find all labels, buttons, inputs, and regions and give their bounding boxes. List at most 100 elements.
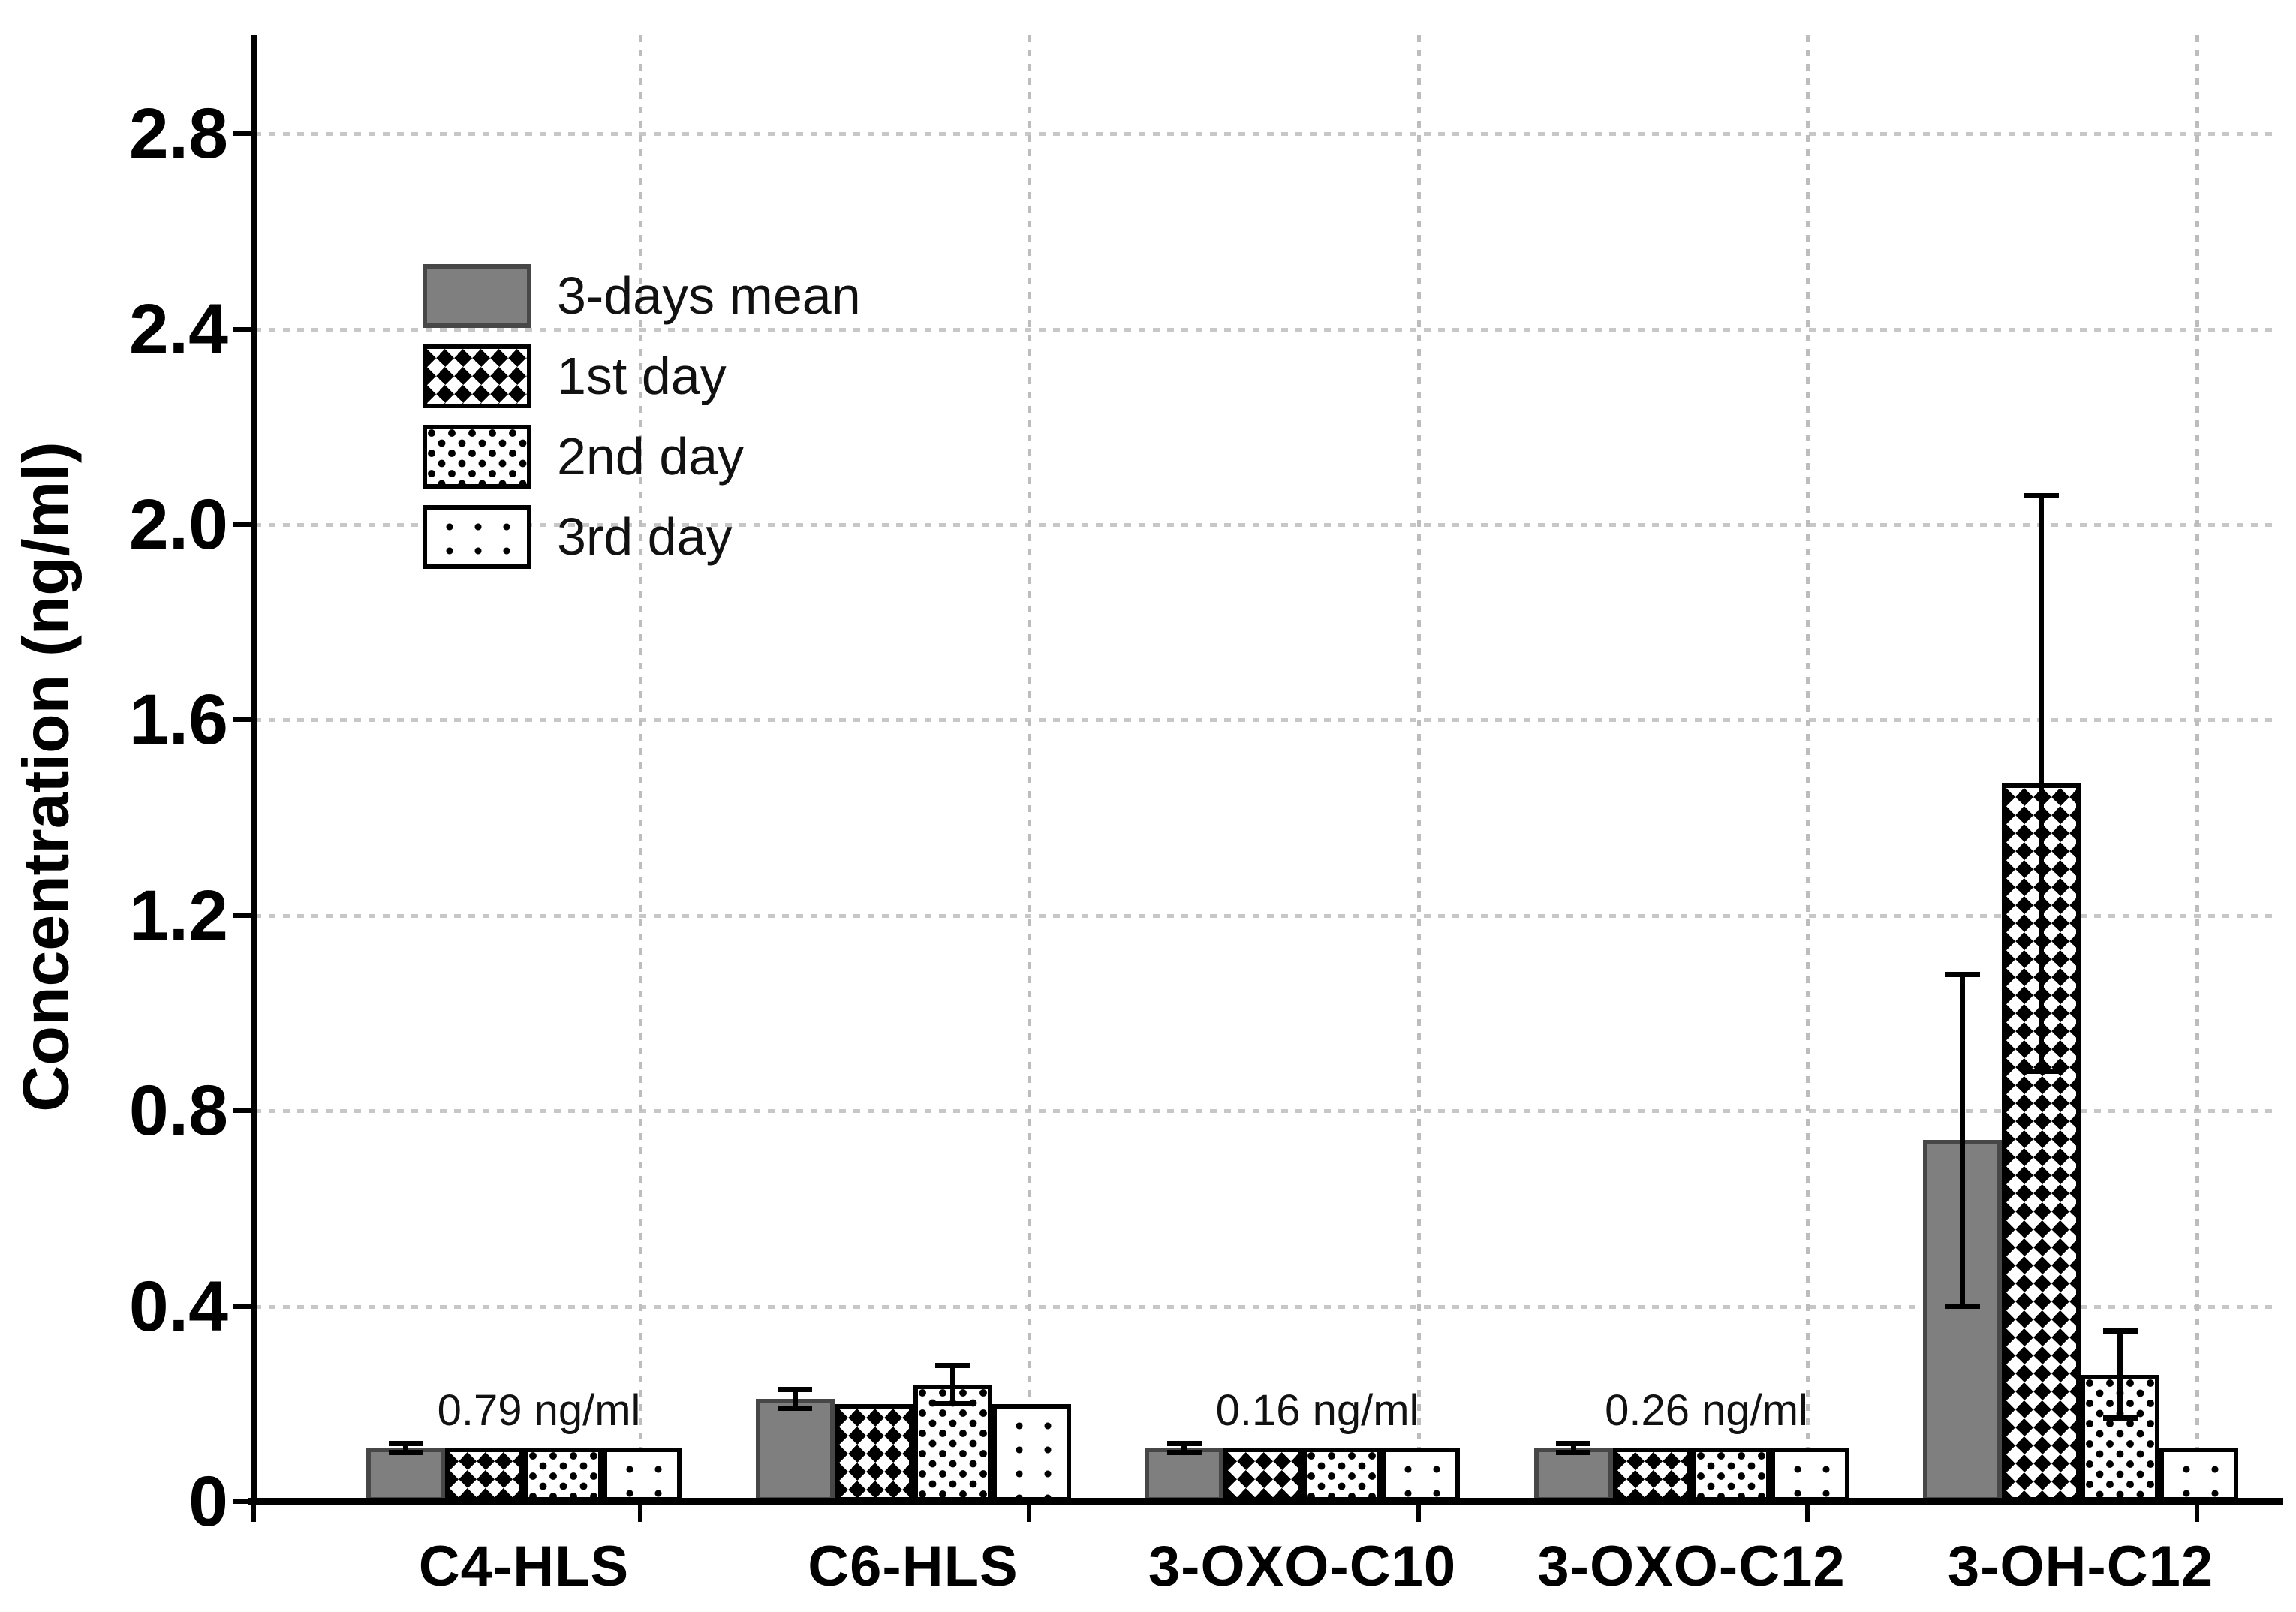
gridline-horizontal [254, 132, 2272, 137]
error-bar-line [1570, 1442, 1576, 1453]
error-bar-cap-top [1556, 1440, 1590, 1446]
legend: 3-days mean 1st day 2nd day 3rd day [423, 264, 861, 585]
x-axis-tick [1027, 1505, 1031, 1522]
gridline-horizontal [254, 327, 2272, 332]
legend-label: 2nd day [557, 427, 745, 486]
gridline-horizontal [254, 1304, 2272, 1309]
y-axis-spine [251, 35, 257, 1505]
y-axis-tick-label: 2.8 [128, 94, 228, 174]
bar-1st-day-C4-HLS [445, 1448, 524, 1502]
legend-item: 2nd day [423, 425, 861, 489]
error-bar-cap-top [388, 1440, 423, 1446]
y-axis-tick [233, 1499, 251, 1504]
x-axis-tick [251, 1505, 256, 1522]
legend-swatch-dense-dots [423, 425, 531, 489]
bar-1st-day-C6-HLS [834, 1403, 913, 1502]
error-bar-cap-bottom [2024, 1069, 2059, 1075]
error-bar-cap-top [935, 1362, 970, 1368]
bar-1st-day-3-OH-C12 [2002, 783, 2081, 1502]
bar-3-days-mean-3-OXO-C12 [1533, 1448, 1613, 1502]
error-bar-line [1181, 1442, 1187, 1453]
bar-3rd-day-C4-HLS [603, 1448, 682, 1502]
bar-2nd-day-C4-HLS [524, 1448, 603, 1502]
gridline-horizontal [254, 1109, 2272, 1114]
bar-2nd-day-3-OXO-C12 [1691, 1448, 1771, 1502]
y-axis-tick-label: 0 [188, 1462, 228, 1541]
error-bar-cap-bottom [778, 1406, 812, 1412]
x-axis-category-label: 3-OXO-C10 [1148, 1535, 1457, 1598]
error-bar-line [1960, 973, 1965, 1307]
error-bar-line [792, 1389, 798, 1409]
error-bar-cap-top [1945, 971, 1980, 977]
gridline-vertical [638, 35, 642, 1498]
bar-annotation: 0.79 ng/ml [437, 1386, 641, 1435]
error-bar-cap-top [778, 1387, 812, 1393]
bar-1st-day-3-OXO-C12 [1612, 1448, 1692, 1502]
y-axis-tick-label: 0.8 [128, 1071, 228, 1151]
error-bar-line [2039, 495, 2044, 1072]
bar-3rd-day-C6-HLS [992, 1403, 1071, 1502]
legend-label: 3rd day [557, 507, 733, 566]
gridline-vertical [1416, 35, 1421, 1498]
y-axis-tick [233, 913, 251, 918]
gridline-vertical [2195, 35, 2199, 1498]
x-axis-tick [2194, 1505, 2199, 1522]
legend-swatch-sparse-dots [423, 505, 531, 569]
y-axis-tick-label: 2.0 [128, 485, 228, 564]
x-axis-tick [637, 1505, 642, 1522]
y-axis-tick [233, 522, 251, 527]
y-axis-tick [233, 1304, 251, 1309]
error-bar-cap-bottom [1556, 1449, 1590, 1455]
gridline-horizontal [254, 523, 2272, 527]
y-axis-tick [233, 326, 251, 332]
bar-3-days-mean-3-OXO-C10 [1145, 1448, 1223, 1502]
y-axis-tick-label: 2.4 [128, 289, 228, 369]
bar-3-days-mean-C4-HLS [366, 1448, 445, 1502]
error-bar-cap-bottom [1945, 1303, 1980, 1309]
error-bar-cap-top [2102, 1328, 2138, 1334]
gridline-vertical [1806, 35, 1810, 1498]
x-axis-category-label: 3-OXO-C12 [1537, 1535, 1846, 1598]
y-axis-tick [233, 1108, 251, 1114]
bar-3-days-mean-C6-HLS [755, 1399, 835, 1502]
bar-2nd-day-3-OXO-C10 [1302, 1448, 1381, 1502]
error-bar-line [2117, 1331, 2123, 1419]
legend-label: 3-days mean [557, 266, 861, 325]
x-axis-category-label: 3-OH-C12 [1947, 1535, 2214, 1598]
y-axis-tick [233, 131, 251, 137]
bar-annotation: 0.26 ng/ml [1605, 1386, 1808, 1435]
gridline-vertical [1028, 35, 1031, 1498]
bar-2nd-day-3-OH-C12 [2081, 1374, 2159, 1502]
legend-label: 1st day [557, 347, 727, 405]
bar-3rd-day-3-OXO-C12 [1770, 1448, 1849, 1502]
gridline-horizontal [254, 718, 2272, 723]
y-axis-tick-label: 0.4 [128, 1266, 228, 1346]
error-bar-cap-bottom [935, 1400, 970, 1406]
x-axis-line [248, 1498, 2283, 1505]
bar-3rd-day-3-OH-C12 [2159, 1448, 2238, 1502]
error-bar-cap-bottom [388, 1449, 423, 1455]
error-bar-line [949, 1364, 955, 1404]
error-bar-cap-top [1166, 1440, 1202, 1446]
bar-3rd-day-3-OXO-C10 [1381, 1448, 1460, 1502]
x-axis-tick [1805, 1505, 1810, 1522]
legend-item: 3rd day [423, 505, 861, 569]
bar-1st-day-3-OXO-C10 [1223, 1448, 1302, 1502]
legend-item: 3-days mean [423, 264, 861, 328]
error-bar-cap-bottom [1166, 1449, 1202, 1455]
y-axis-tick [233, 717, 251, 723]
x-axis-tick [1416, 1505, 1421, 1522]
legend-swatch-diamond-checkerboard [423, 344, 531, 408]
error-bar-cap-top [2024, 492, 2059, 498]
legend-swatch-solid-gray [423, 264, 531, 328]
x-axis-category-label: C6-HLS [808, 1535, 1019, 1598]
y-axis-tick-label: 1.2 [128, 875, 228, 955]
gridline-horizontal [254, 913, 2272, 918]
error-bar-cap-bottom [2102, 1415, 2138, 1421]
y-axis-tick-label: 1.6 [128, 680, 228, 760]
x-axis-category-label: C4-HLS [418, 1535, 630, 1598]
legend-item: 1st day [423, 344, 861, 408]
error-bar-line [403, 1442, 408, 1453]
bar-annotation: 0.16 ng/ml [1215, 1386, 1419, 1435]
